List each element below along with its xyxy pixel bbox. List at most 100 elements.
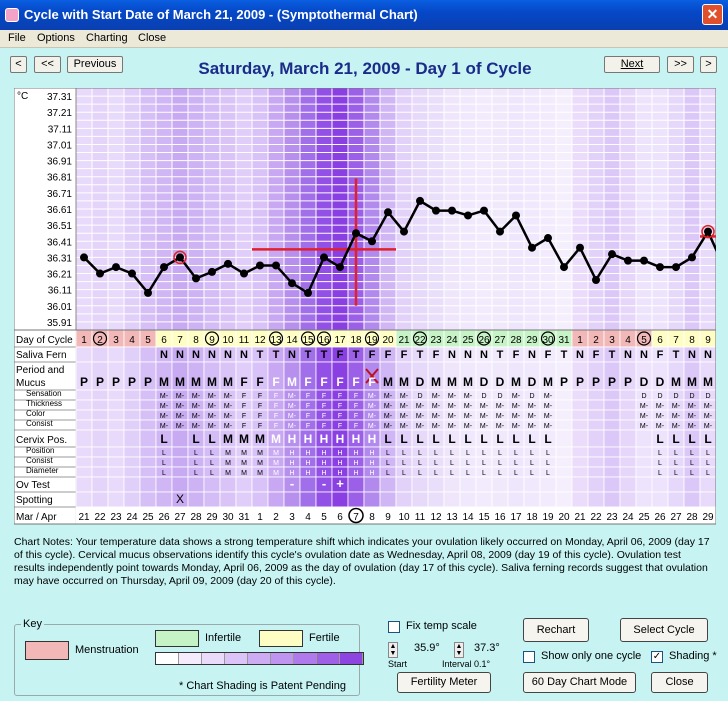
row-cell[interactable] <box>75 346 93 363</box>
row-cell[interactable] <box>539 491 557 508</box>
temp-point[interactable] <box>256 261 264 270</box>
row-cell[interactable] <box>75 419 93 431</box>
temp-point[interactable] <box>80 253 88 262</box>
row-cell[interactable] <box>619 491 637 508</box>
row-cell[interactable] <box>699 491 716 508</box>
row-cell[interactable] <box>171 456 189 468</box>
row-cell[interactable] <box>235 491 253 508</box>
temp-point[interactable] <box>592 275 600 284</box>
row-cell[interactable] <box>539 476 557 493</box>
row-cell[interactable] <box>555 419 573 431</box>
row-cell[interactable] <box>555 389 573 401</box>
row-cell[interactable] <box>123 446 141 458</box>
row-cell[interactable] <box>139 346 157 363</box>
row-cell[interactable] <box>619 409 637 421</box>
row-cell[interactable] <box>411 491 429 508</box>
row-cell[interactable] <box>107 446 125 458</box>
row-cell[interactable] <box>491 476 509 493</box>
row-cell[interactable] <box>587 466 605 478</box>
row-cell[interactable] <box>635 456 653 468</box>
last-button[interactable]: > <box>700 56 717 73</box>
rechart-button[interactable]: Rechart <box>523 618 589 642</box>
row-cell[interactable] <box>379 476 397 493</box>
row-cell[interactable] <box>75 466 93 478</box>
row-cell[interactable] <box>619 389 637 401</box>
row-cell[interactable] <box>347 491 365 508</box>
row-cell[interactable] <box>171 466 189 478</box>
row-cell[interactable] <box>139 389 157 401</box>
row-cell[interactable] <box>75 409 93 421</box>
row-cell[interactable] <box>555 429 573 448</box>
row-cell[interactable] <box>555 476 573 493</box>
row-cell[interactable] <box>411 476 429 493</box>
row-cell[interactable] <box>123 466 141 478</box>
row-cell[interactable] <box>571 491 589 508</box>
row-cell[interactable] <box>139 466 157 478</box>
row-cell[interactable] <box>587 491 605 508</box>
row-cell[interactable] <box>123 419 141 431</box>
row-cell[interactable] <box>635 429 653 448</box>
temp-point[interactable] <box>112 263 120 272</box>
row-cell[interactable] <box>651 491 669 508</box>
row-cell[interactable] <box>603 476 621 493</box>
row-cell[interactable] <box>571 446 589 458</box>
row-cell[interactable] <box>555 409 573 421</box>
temp-point[interactable] <box>224 259 232 268</box>
select-cycle-button[interactable]: Select Cycle <box>620 618 708 642</box>
row-cell[interactable] <box>587 389 605 401</box>
row-cell[interactable] <box>603 419 621 431</box>
row-cell[interactable] <box>107 476 125 493</box>
row-cell[interactable] <box>459 476 477 493</box>
row-cell[interactable] <box>75 491 93 508</box>
row-cell[interactable] <box>107 419 125 431</box>
row-cell[interactable] <box>635 466 653 478</box>
row-cell[interactable] <box>587 419 605 431</box>
temp-point[interactable] <box>400 227 408 236</box>
row-cell[interactable] <box>619 429 637 448</box>
menu-file[interactable]: File <box>8 32 26 44</box>
temp-point[interactable] <box>304 288 312 297</box>
row-cell[interactable] <box>363 491 381 508</box>
first-button[interactable]: < <box>10 56 27 73</box>
temp-point[interactable] <box>480 206 488 215</box>
fix-temp-checkbox[interactable] <box>388 621 400 633</box>
menu-close[interactable]: Close <box>138 32 167 44</box>
row-cell[interactable] <box>299 476 317 493</box>
row-cell[interactable] <box>475 491 493 508</box>
row-cell[interactable] <box>107 456 125 468</box>
temp-point[interactable] <box>208 267 216 276</box>
row-cell[interactable] <box>123 429 141 448</box>
row-cell[interactable] <box>571 456 589 468</box>
row-cell[interactable] <box>555 491 573 508</box>
temp-point[interactable] <box>656 263 664 272</box>
temp-point[interactable] <box>128 269 136 278</box>
row-cell[interactable] <box>203 476 221 493</box>
row-cell[interactable] <box>251 491 269 508</box>
row-cell[interactable] <box>91 491 109 508</box>
row-cell[interactable] <box>475 476 493 493</box>
row-cell[interactable] <box>91 429 109 448</box>
row-cell[interactable] <box>139 446 157 458</box>
row-cell[interactable] <box>587 446 605 458</box>
row-cell[interactable] <box>427 476 445 493</box>
temp-point[interactable] <box>240 269 248 278</box>
row-cell[interactable] <box>395 476 413 493</box>
row-cell[interactable] <box>91 346 109 363</box>
row-cell[interactable] <box>507 476 525 493</box>
temp-point[interactable] <box>464 211 472 220</box>
row-cell[interactable] <box>187 476 205 493</box>
row-cell[interactable] <box>91 419 109 431</box>
row-cell[interactable] <box>619 456 637 468</box>
temp-point[interactable] <box>352 229 360 238</box>
row-cell[interactable] <box>219 491 237 508</box>
row-cell[interactable] <box>123 389 141 401</box>
row-cell[interactable] <box>635 491 653 508</box>
row-cell[interactable] <box>155 476 173 493</box>
temp-point[interactable] <box>672 263 680 272</box>
row-cell[interactable] <box>603 466 621 478</box>
row-cell[interactable] <box>75 399 93 411</box>
row-cell[interactable] <box>507 491 525 508</box>
row-cell[interactable] <box>123 491 141 508</box>
previous-button[interactable]: Previous <box>67 56 123 73</box>
row-cell[interactable] <box>555 446 573 458</box>
